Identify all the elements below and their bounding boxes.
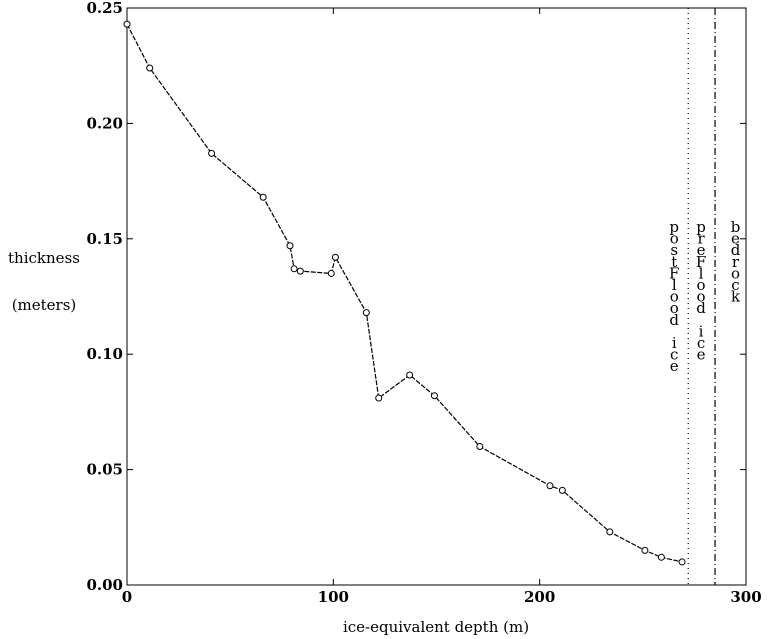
- plot-frame: [126, 7, 747, 586]
- x-axis-ticks: 0 100 200 300: [122, 8, 762, 606]
- data-point: [123, 20, 131, 28]
- x-axis-label: ice-equivalent depth (m): [343, 618, 529, 636]
- boundary-lines: [687, 8, 716, 585]
- data-point: [362, 309, 370, 317]
- y-tick-label: 0.15: [86, 230, 123, 248]
- y-tick-label: 0.10: [86, 345, 123, 363]
- data-series: [123, 20, 686, 566]
- data-point: [641, 546, 649, 554]
- data-point: [476, 443, 484, 451]
- y-tick-label: 0.20: [86, 114, 123, 132]
- data-point: [678, 558, 686, 566]
- data-point: [558, 486, 566, 494]
- data-point: [259, 193, 267, 201]
- y-tick-label: 0.00: [86, 576, 123, 594]
- data-point: [290, 265, 298, 273]
- plot-frame-group: [126, 7, 747, 586]
- data-point: [208, 149, 216, 157]
- y-tick-label: 0.05: [86, 461, 123, 479]
- data-point: [375, 394, 383, 402]
- data-point: [286, 242, 294, 250]
- data-point: [296, 267, 304, 275]
- data-point: [606, 528, 614, 536]
- x-tick-label: 200: [524, 588, 555, 606]
- series-line: [126, 23, 683, 563]
- x-tick-label: 300: [730, 588, 761, 606]
- y-axis-label-line1: thickness: [8, 249, 80, 267]
- data-point: [546, 482, 554, 490]
- x-tick-label: 0: [122, 588, 132, 606]
- x-tick-label: 100: [318, 588, 349, 606]
- y-axis-ticks: 0.00 0.05 0.10 0.15 0.20 0.25: [86, 0, 746, 594]
- data-point: [331, 253, 339, 261]
- data-point: [430, 392, 438, 400]
- data-point: [327, 269, 335, 277]
- data-point: [657, 553, 665, 561]
- data-point: [146, 64, 154, 72]
- y-axis-label-line2: (meters): [12, 296, 77, 314]
- y-tick-label: 0.25: [86, 0, 123, 17]
- data-point: [406, 371, 414, 379]
